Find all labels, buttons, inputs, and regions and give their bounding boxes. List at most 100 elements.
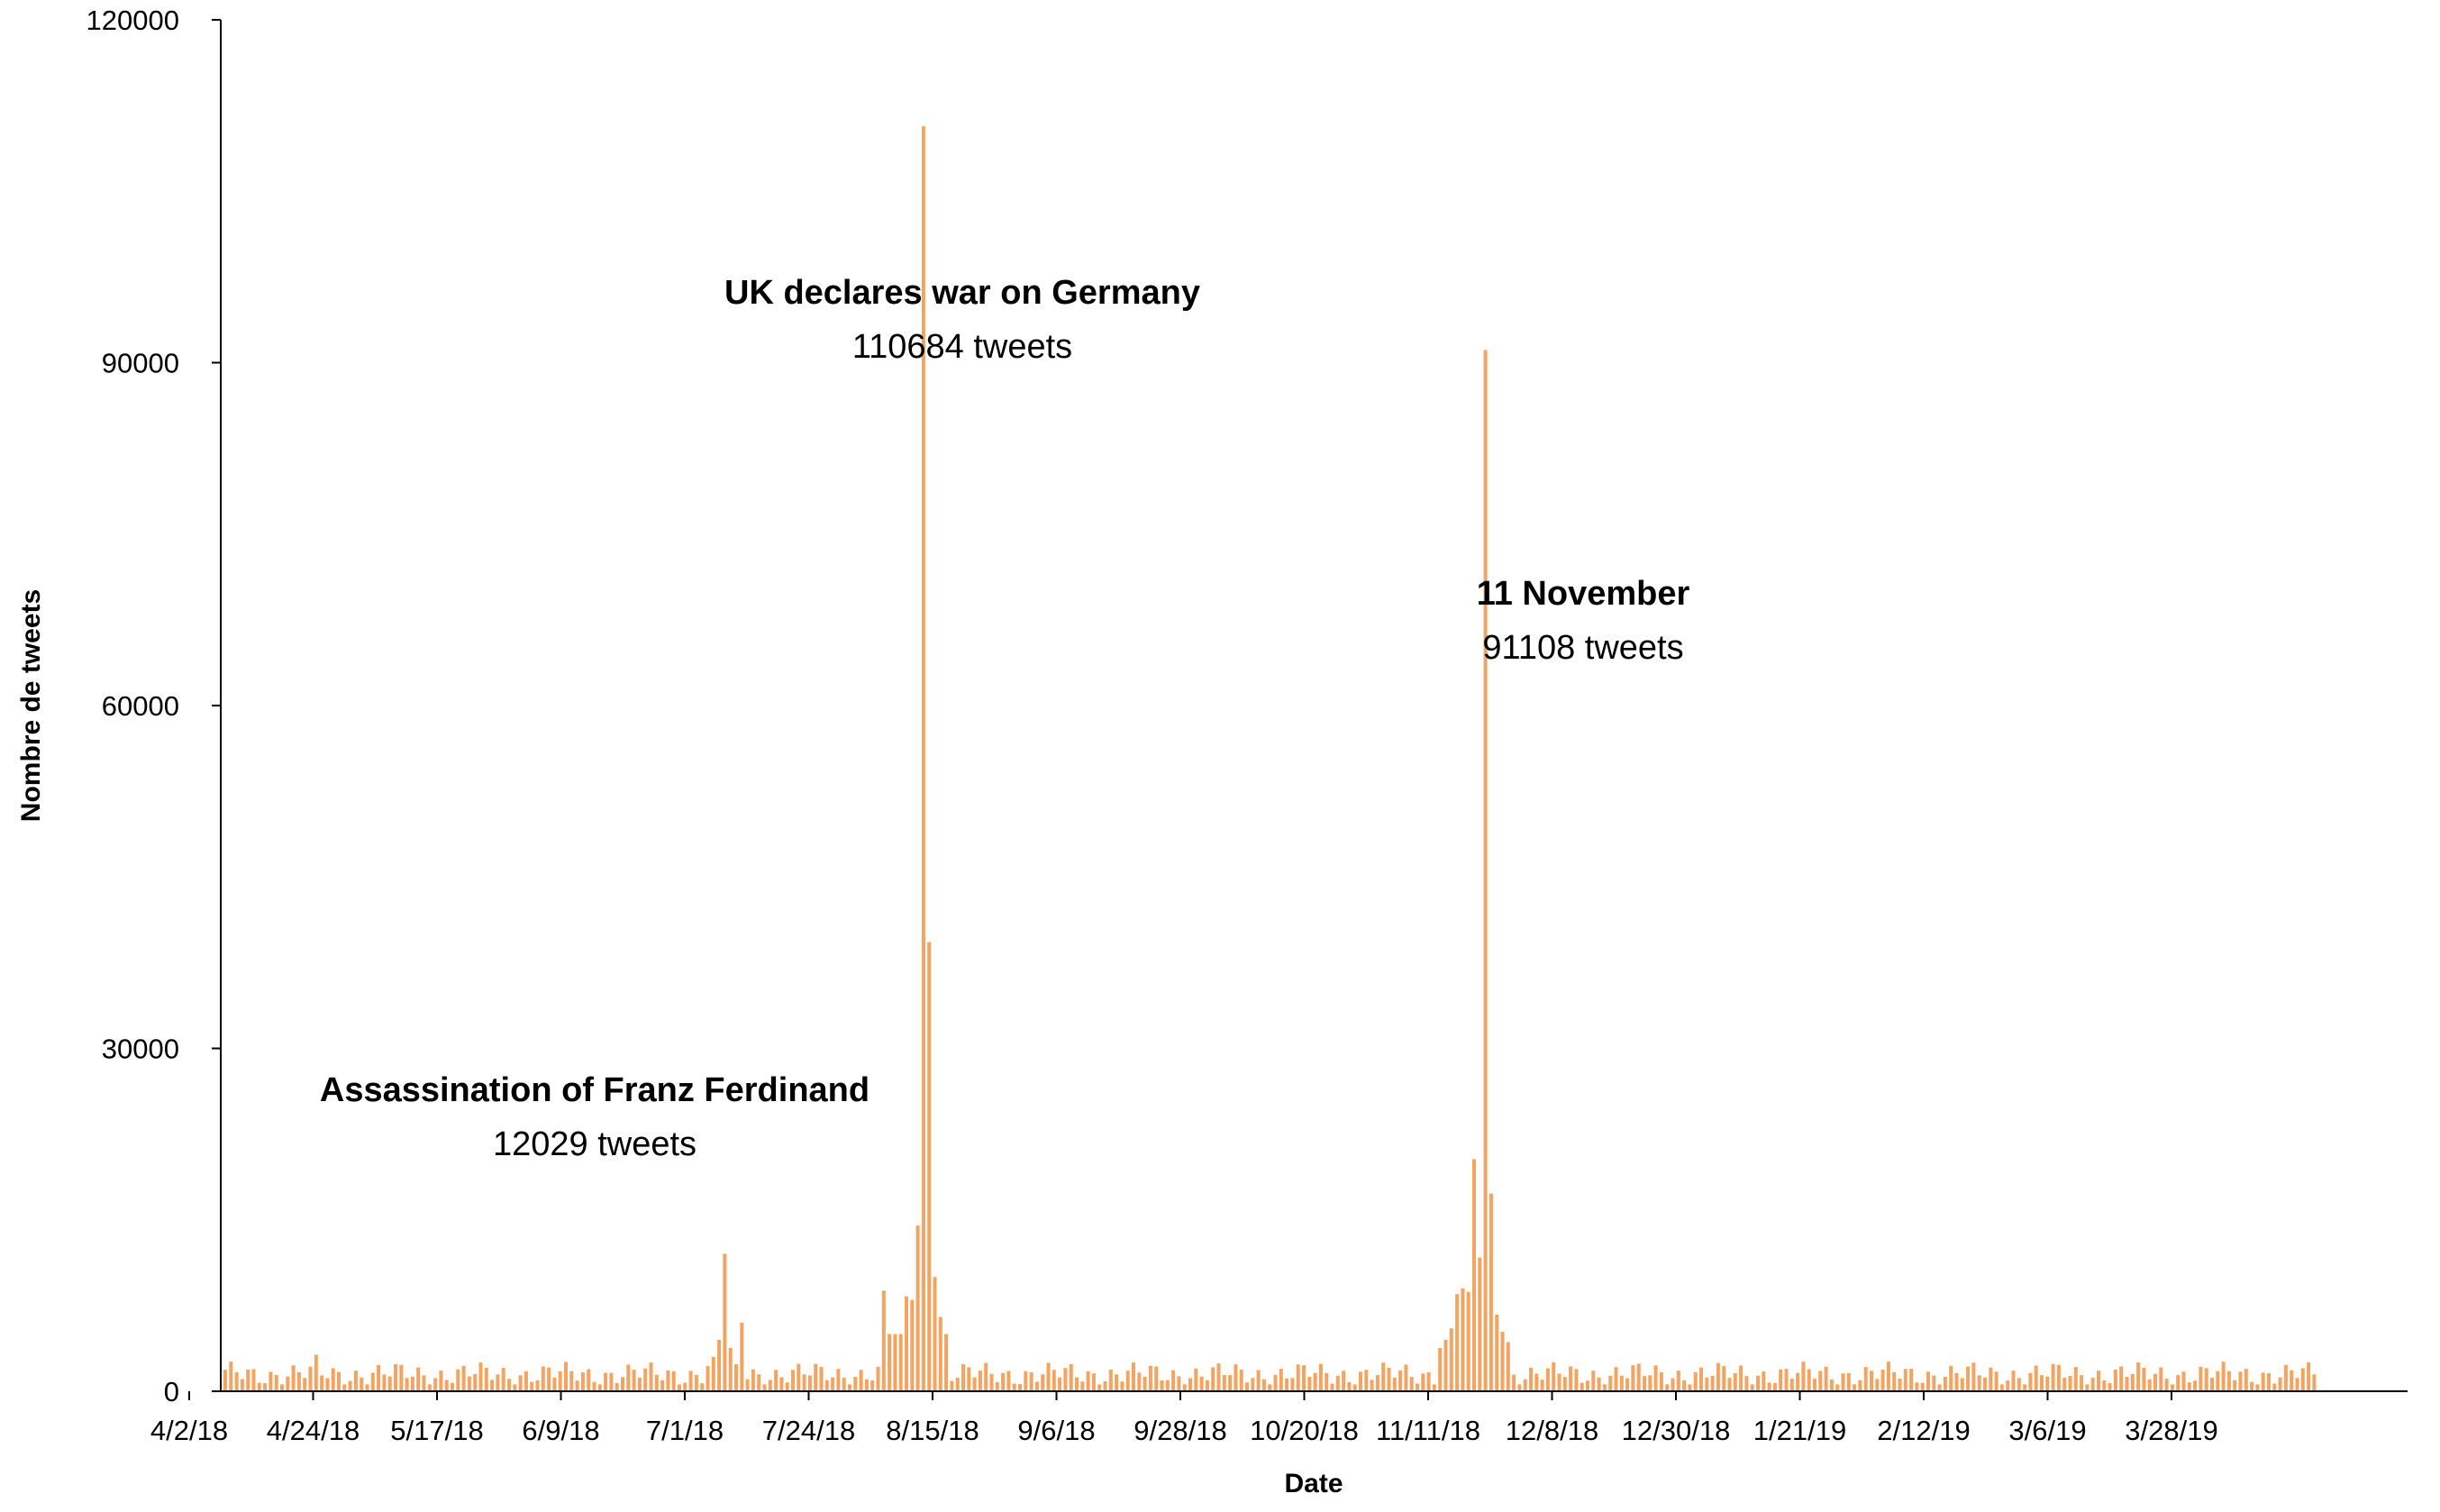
y-axis-title: Nombre de tweets (16, 589, 46, 822)
bar (1705, 1377, 1709, 1391)
bar (762, 1384, 767, 1391)
bar (1273, 1374, 1278, 1391)
bar (1268, 1384, 1272, 1391)
bar (1091, 1373, 1096, 1391)
bar (1767, 1382, 1771, 1391)
bar (1125, 1371, 1130, 1391)
bar (382, 1374, 387, 1391)
bar (478, 1362, 483, 1391)
x-tick-label: 3/6/19 (2008, 1415, 2086, 1446)
bar (1352, 1384, 1357, 1391)
bar (870, 1380, 875, 1391)
bar (876, 1366, 880, 1391)
y-tick-label: 120000 (86, 5, 179, 36)
bar (1846, 1372, 1851, 1391)
bar (1727, 1378, 1732, 1391)
x-tick-label: 1/21/19 (1753, 1415, 1846, 1446)
bar (2159, 1367, 2163, 1391)
x-tick-label: 7/1/18 (646, 1415, 724, 1446)
bar (972, 1377, 977, 1391)
bar (1801, 1362, 1806, 1391)
bar (2300, 1368, 2305, 1391)
bar (1807, 1369, 1811, 1391)
bar (831, 1377, 835, 1391)
x-tick-label: 6/9/18 (522, 1415, 599, 1446)
bar (2119, 1366, 2124, 1391)
bar (1426, 1372, 1431, 1391)
bar (1024, 1371, 1028, 1391)
bar (666, 1370, 670, 1391)
bar (365, 1384, 369, 1391)
bar (1387, 1368, 1391, 1391)
bar (1256, 1370, 1261, 1391)
bar (1517, 1384, 1522, 1391)
bar (240, 1379, 244, 1391)
bar (1824, 1366, 1828, 1391)
bar (757, 1374, 761, 1391)
bar (842, 1377, 846, 1391)
bar (314, 1354, 318, 1391)
bar (955, 1377, 960, 1391)
bar (2272, 1383, 2277, 1391)
bar (2051, 1363, 2055, 1391)
bar (2056, 1364, 2061, 1391)
bar (229, 1362, 233, 1391)
bar (728, 1347, 733, 1391)
bar (2204, 1368, 2208, 1391)
bar (1245, 1382, 1249, 1391)
bar (915, 1225, 920, 1391)
x-ticks: 4/2/18 4/24/18 5/17/18 6/9/18 7/1/18 7/24/18 8… (150, 1391, 2218, 1446)
bar (1392, 1378, 1397, 1391)
bar (1614, 1367, 1618, 1391)
bar (2045, 1376, 2050, 1391)
bar (1307, 1376, 1312, 1391)
bar (1313, 1372, 1317, 1391)
bar (1086, 1371, 1090, 1391)
bar (1359, 1371, 1362, 1391)
bar (1103, 1381, 1107, 1391)
bar (547, 1367, 551, 1391)
bar (1591, 1371, 1596, 1391)
bar (2170, 1384, 2174, 1391)
bar (439, 1371, 443, 1391)
bar (1478, 1257, 1482, 1391)
bar (740, 1322, 744, 1391)
bar (723, 1253, 727, 1391)
bar (280, 1384, 284, 1391)
bar (1115, 1374, 1119, 1391)
bar (394, 1363, 397, 1391)
bar (1222, 1374, 1226, 1391)
y-tick-label: 90000 (102, 348, 179, 379)
bar (1688, 1384, 1692, 1391)
bar (660, 1380, 665, 1391)
bar (422, 1375, 426, 1391)
bar (1046, 1362, 1051, 1391)
bar (1762, 1371, 1766, 1391)
bar (569, 1371, 574, 1391)
bar (1500, 1332, 1505, 1391)
bar (2113, 1369, 2117, 1391)
bar (779, 1377, 784, 1391)
bar (1880, 1370, 1885, 1391)
bar (1012, 1383, 1016, 1391)
bars-group (223, 126, 2317, 1391)
bar (246, 1369, 250, 1391)
bar (1784, 1369, 1789, 1391)
bar (1858, 1380, 1862, 1391)
bar (797, 1363, 801, 1391)
bar (530, 1381, 534, 1391)
bar (927, 942, 932, 1391)
y-tick-label: 30000 (102, 1034, 179, 1065)
bar (597, 1384, 602, 1391)
bar (1108, 1369, 1113, 1391)
bar (1744, 1376, 1749, 1391)
bar (496, 1374, 500, 1391)
bar (1813, 1379, 1816, 1391)
bar (1886, 1362, 1890, 1391)
bar (1194, 1368, 1198, 1391)
bar (678, 1384, 681, 1391)
bar (853, 1376, 858, 1391)
bar (2080, 1375, 2084, 1391)
bar (1347, 1381, 1352, 1391)
y-tick-label: 0 (164, 1376, 179, 1407)
